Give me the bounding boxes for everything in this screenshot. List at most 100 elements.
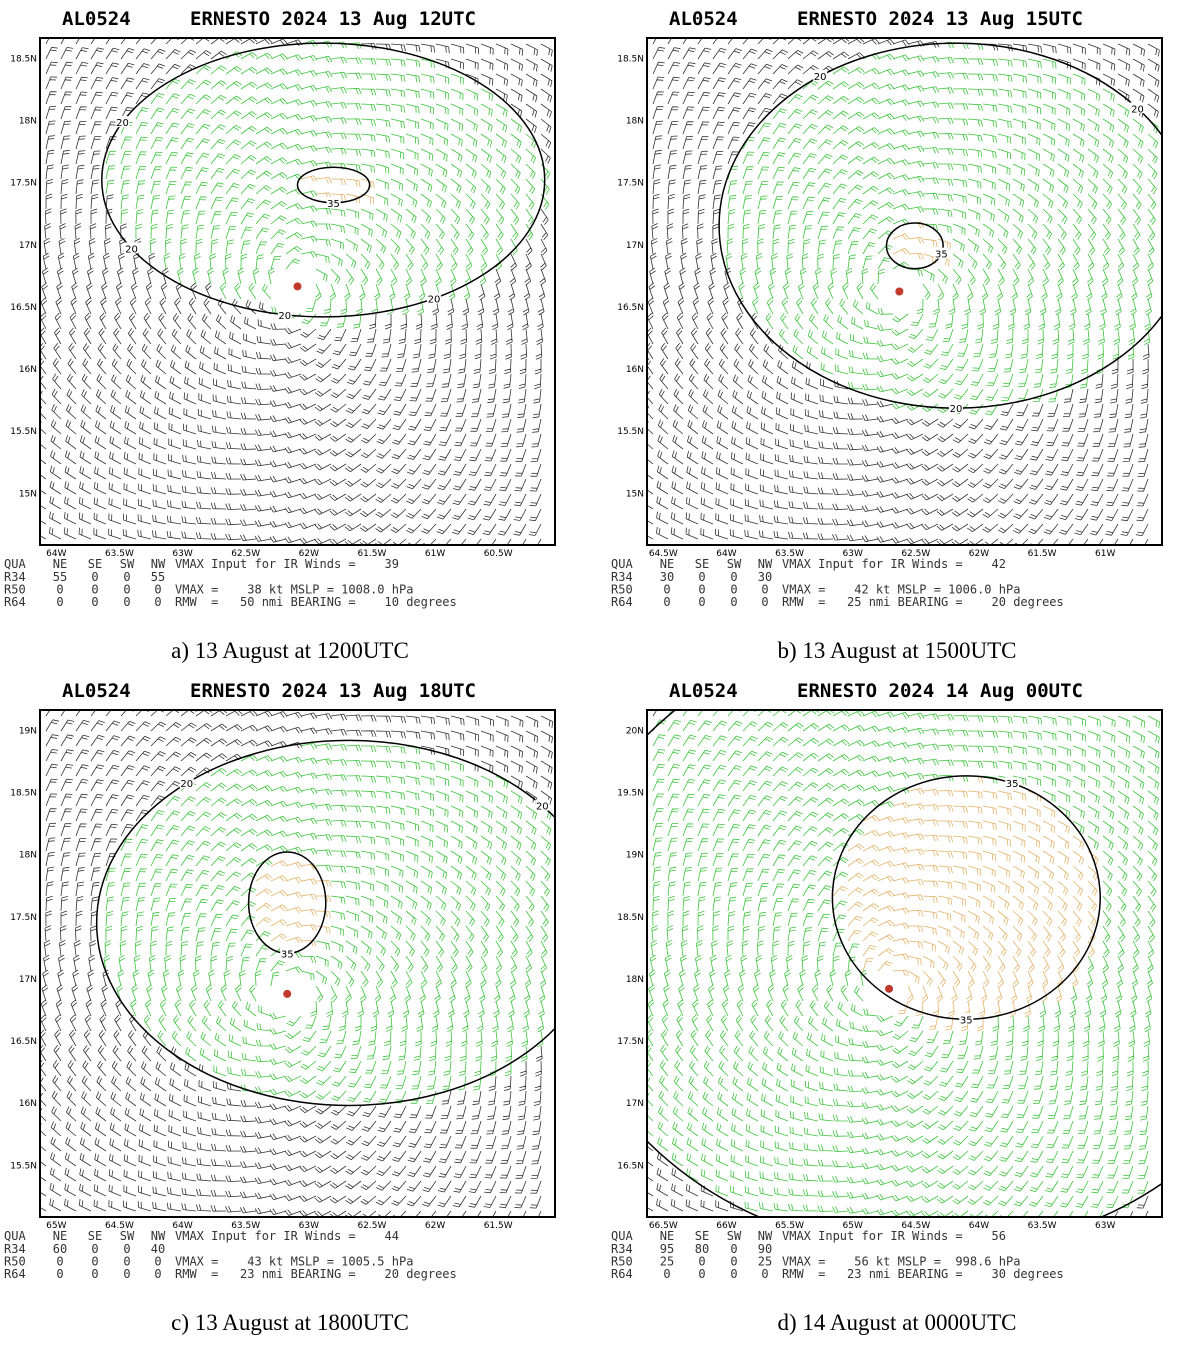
contour-label: 20	[428, 295, 441, 306]
lon-label: 63W	[1095, 1221, 1115, 1231]
table-header: QUA	[611, 557, 633, 571]
info-line: VMAX Input for IR Winds = 44	[175, 1229, 399, 1243]
info-line: RMW = 23 nmi BEARING = 30 degrees	[782, 1267, 1064, 1281]
lat-label: 17N	[19, 975, 37, 985]
lat-label: 15N	[19, 489, 37, 499]
table-cell: 0	[761, 1267, 768, 1281]
contour-label: 35	[960, 1015, 973, 1026]
lat-label: 17.5N	[617, 179, 644, 189]
contour	[719, 43, 1183, 408]
contour-label: 35	[327, 199, 340, 210]
table-header: NW	[151, 557, 166, 571]
table-header: SW	[120, 557, 135, 571]
contour-label: 35	[281, 949, 294, 960]
lat-label: 17.5N	[10, 913, 37, 923]
table-header: SE	[695, 557, 709, 571]
table-cell: 0	[730, 595, 737, 609]
body: AL0524 ERNESTO 2024 13 Aug 12UTC 20 20 20 20 3…	[0, 0, 1183, 1341]
wind-barbs-50kt	[833, 776, 1098, 1031]
wind-barbs-34kt	[726, 42, 1158, 415]
lon-label: 61W	[425, 549, 445, 559]
table-cell: 0	[91, 1267, 98, 1281]
map-frame	[40, 38, 555, 545]
storm-id: AL0524	[62, 680, 131, 702]
table-cell: R64	[611, 595, 633, 609]
map: 20 20 35	[35, 705, 601, 1223]
storm-id: AL0524	[62, 8, 131, 30]
lat-label: 17N	[626, 1099, 644, 1109]
panel-title: ERNESTO 2024 13 Aug 15UTC	[797, 8, 1083, 30]
lat-label: 18.5N	[617, 54, 644, 64]
lat-label: 15.5N	[10, 427, 37, 437]
contour-label: 20	[1131, 104, 1144, 115]
contour	[102, 43, 545, 317]
lat-label: 18.5N	[10, 54, 37, 64]
table-header: SE	[88, 1229, 102, 1243]
lat-label: 16N	[626, 365, 644, 375]
caption: a) 13 August at 1200UTC	[171, 638, 409, 663]
table-cell: 0	[56, 595, 63, 609]
lat-label: 19N	[19, 726, 37, 736]
lat-label: 16N	[19, 1099, 37, 1109]
lat-label: 18.5N	[10, 789, 37, 799]
table-header: NE	[53, 557, 67, 571]
table-header: SW	[120, 1229, 135, 1243]
lon-label: 63.5W	[1028, 1221, 1057, 1231]
table-cell: R64	[4, 1267, 26, 1281]
info-line: RMW = 50 nmi BEARING = 10 degrees	[175, 595, 457, 609]
contour-label: 20	[814, 72, 827, 83]
contour-label: 20	[536, 802, 549, 813]
table-cell: R64	[611, 1267, 633, 1281]
lat-label: 17.5N	[617, 1037, 644, 1047]
table-header: QUA	[611, 1229, 633, 1243]
table-header: SW	[727, 1229, 742, 1243]
table-cell: 0	[663, 1267, 670, 1281]
contour	[249, 852, 326, 953]
panel-title: ERNESTO 2024 13 Aug 12UTC	[190, 8, 476, 30]
table-header: NE	[660, 557, 674, 571]
contour-label: 20	[180, 779, 193, 790]
storm-center	[294, 282, 302, 290]
panel: AL0524 ERNESTO 2024 13 Aug 18UTC 20 20 35 19N…	[4, 680, 601, 1335]
lat-label: 18N	[626, 975, 644, 985]
contour-label: 20	[950, 404, 963, 415]
table-header: QUA	[4, 557, 26, 571]
table-cell: 0	[56, 1267, 63, 1281]
table-cell: 0	[154, 1267, 161, 1281]
lat-label: 15.5N	[617, 427, 644, 437]
lon-label: 61.5W	[484, 1221, 513, 1231]
lat-label: 16.5N	[10, 303, 37, 313]
page: {"panels": [ {"storm_id": "AL0524", "tit…	[0, 0, 1183, 1341]
caption: b) 13 August at 1500UTC	[778, 638, 1017, 663]
panel-title: ERNESTO 2024 14 Aug 00UTC	[797, 680, 1083, 702]
table-header: NW	[758, 1229, 773, 1243]
lat-label: 17N	[626, 241, 644, 251]
contour-label: 20	[278, 311, 291, 322]
lat-label: 16N	[19, 365, 37, 375]
storm-id: AL0524	[669, 680, 738, 702]
table-header: QUA	[4, 1229, 26, 1243]
table-cell: 0	[698, 595, 705, 609]
storm-center	[895, 288, 903, 296]
wind-barbs-34kt	[104, 743, 552, 1104]
lat-label: 18N	[626, 117, 644, 127]
lat-label: 19.5N	[617, 789, 644, 799]
wind-barbs-34kt	[106, 40, 550, 328]
contour-label: 20	[116, 118, 129, 129]
panel-title: ERNESTO 2024 13 Aug 18UTC	[190, 680, 476, 702]
info-line: RMW = 25 nmi BEARING = 20 degrees	[782, 595, 1064, 609]
table-cell: 0	[123, 595, 130, 609]
lon-label: 61.5W	[1028, 549, 1057, 559]
table-cell: 0	[91, 595, 98, 609]
info-line: VMAX Input for IR Winds = 42	[782, 557, 1006, 571]
lat-label: 18N	[19, 851, 37, 861]
lon-label: 60.5W	[484, 549, 513, 559]
lat-label: 17N	[19, 241, 37, 251]
wind-barbs-50kt	[256, 861, 331, 947]
lat-label: 18.5N	[617, 913, 644, 923]
storm-center	[885, 985, 893, 993]
map-frame	[647, 38, 1162, 545]
